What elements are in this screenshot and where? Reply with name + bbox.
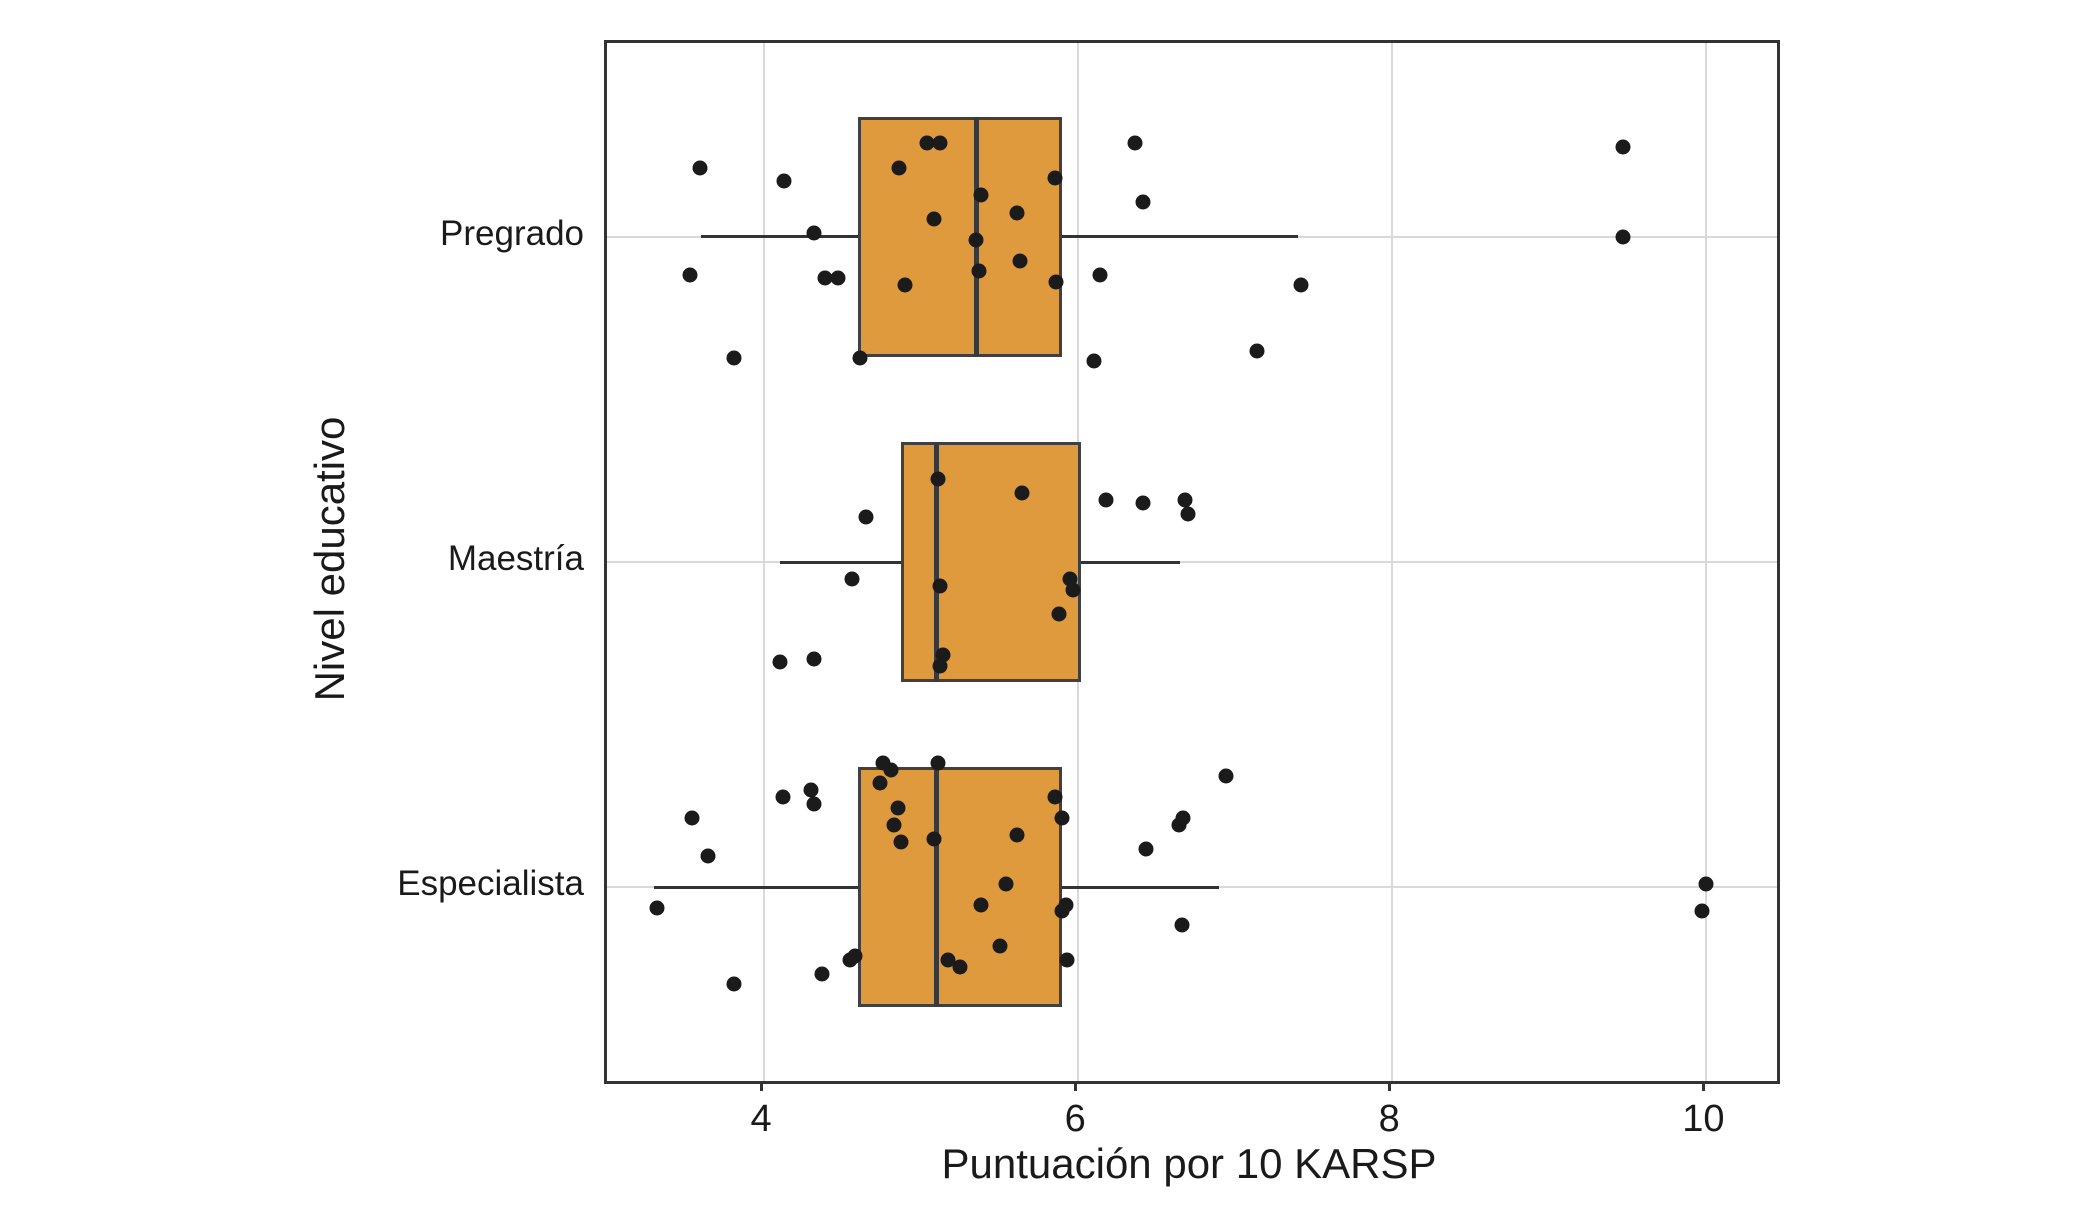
data-point-Especialista: [1218, 768, 1234, 784]
data-point-Pregrado: [1012, 253, 1028, 269]
data-point-Especialista: [1047, 789, 1063, 805]
x-tick-mark-6: [1073, 1081, 1077, 1091]
x-tick-label-8: 8: [1378, 1098, 1400, 1140]
data-point-Maestría: [1177, 492, 1193, 508]
data-point-Pregrado: [1009, 205, 1025, 221]
data-point-Pregrado: [1135, 194, 1151, 210]
x-axis-title: Puntuación por 10 KARSP: [941, 1140, 1437, 1187]
data-point-Especialista: [847, 948, 863, 964]
data-point-Especialista: [992, 938, 1008, 954]
data-point-Maestría: [1098, 492, 1114, 508]
data-point-Pregrado: [830, 270, 846, 286]
data-point-Pregrado: [682, 267, 698, 283]
data-point-Maestría: [844, 571, 860, 587]
median-Especialista: [934, 767, 940, 1008]
data-point-Pregrado: [1048, 274, 1064, 290]
data-point-Especialista: [1138, 841, 1154, 857]
data-point-Pregrado: [726, 350, 742, 366]
box-Pregrado: [858, 116, 1063, 357]
x-tick-label-6: 6: [1064, 1098, 1086, 1140]
x-tick-mark-4: [759, 1081, 763, 1091]
data-point-Pregrado: [1086, 353, 1102, 369]
y-tick-label-Especialista: Especialista: [397, 864, 584, 904]
data-point-Maestría: [772, 654, 788, 670]
data-point-Maestría: [806, 651, 822, 667]
x-tick-mark-8: [1387, 1081, 1391, 1091]
y-tick-label-Pregrado: Pregrado: [440, 213, 584, 253]
data-point-Especialista: [726, 976, 742, 992]
y-tick-label-Maestría: Maestría: [447, 539, 584, 578]
data-point-Especialista: [872, 775, 888, 791]
data-point-Maestría: [858, 509, 874, 525]
data-point-Pregrado: [1615, 139, 1631, 155]
data-point-Especialista: [883, 762, 899, 778]
data-point-Pregrado: [1249, 343, 1265, 359]
data-point-Especialista: [684, 810, 700, 826]
data-point-Especialista: [1058, 897, 1074, 912]
data-point-Especialista: [806, 796, 822, 812]
median-Maestría: [934, 442, 940, 682]
data-point-Maestría: [1051, 606, 1067, 622]
data-point-Especialista: [886, 817, 902, 833]
data-point-Pregrado: [919, 135, 935, 151]
data-point-Pregrado: [1127, 135, 1143, 151]
data-point-Pregrado: [926, 211, 942, 227]
data-point-Especialista: [1698, 876, 1714, 892]
data-point-Especialista: [1059, 952, 1075, 968]
data-point-Especialista: [814, 966, 830, 982]
data-point-Especialista: [700, 848, 715, 864]
data-point-Especialista: [998, 876, 1014, 892]
data-point-Especialista: [1174, 917, 1190, 933]
data-point-Maestría: [932, 578, 948, 594]
data-point-Especialista: [1009, 827, 1025, 843]
data-point-Maestría: [1065, 582, 1081, 598]
x-tick-label-4: 4: [750, 1098, 772, 1140]
data-point-Especialista: [775, 789, 791, 805]
data-point-Maestría: [1180, 506, 1196, 522]
data-point-Especialista: [926, 831, 942, 847]
data-point-Pregrado: [891, 160, 907, 176]
data-point-Especialista: [952, 959, 968, 975]
data-point-Pregrado: [1047, 170, 1063, 186]
data-point-Especialista: [1054, 810, 1070, 826]
data-point-Maestría: [1014, 485, 1030, 501]
data-point-Pregrado: [968, 232, 984, 248]
data-point-Especialista: [1694, 903, 1710, 919]
data-point-Maestría: [932, 658, 948, 674]
data-point-Especialista: [649, 900, 665, 916]
data-point-Pregrado: [973, 187, 989, 203]
data-point-Pregrado: [776, 173, 792, 189]
x-tick-label-10: 10: [1682, 1098, 1725, 1140]
data-point-Especialista: [1175, 810, 1191, 826]
data-point-Maestría: [930, 471, 946, 487]
data-point-Pregrado: [971, 263, 987, 279]
data-point-Maestría: [1135, 495, 1151, 511]
data-point-Especialista: [893, 834, 909, 850]
data-point-Pregrado: [897, 277, 913, 293]
data-point-Pregrado: [817, 270, 833, 286]
x-tick-mark-10: [1701, 1081, 1705, 1091]
data-point-Pregrado: [692, 160, 708, 176]
data-point-Pregrado: [1293, 277, 1309, 293]
box-Maestría: [900, 442, 1082, 682]
data-point-Especialista: [890, 800, 906, 816]
data-point-Pregrado: [852, 350, 868, 366]
data-point-Pregrado: [1615, 229, 1631, 245]
data-point-Especialista: [973, 897, 989, 912]
data-point-Especialista: [803, 782, 819, 798]
plot-panel: [604, 40, 1780, 1084]
data-point-Pregrado: [932, 135, 948, 151]
data-point-Especialista: [930, 755, 946, 771]
data-point-Pregrado: [1092, 267, 1108, 283]
data-point-Especialista: [940, 952, 956, 968]
gridline-y-Maestría: [607, 561, 1777, 563]
data-point-Pregrado: [806, 225, 822, 241]
